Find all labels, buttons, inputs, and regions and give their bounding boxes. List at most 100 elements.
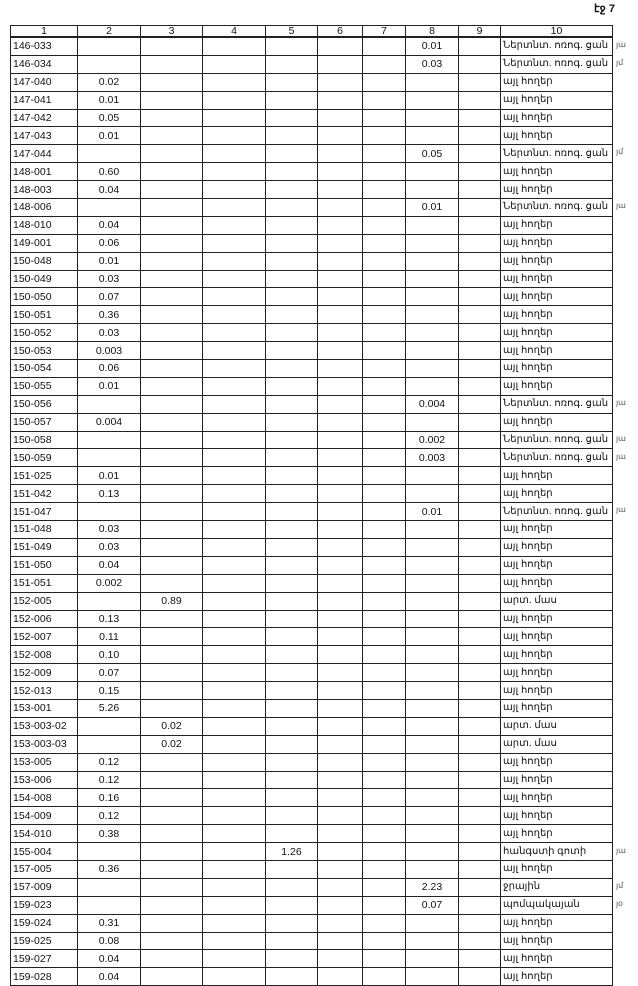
- area-cell-col6: [317, 251, 363, 271]
- area-cell-col4: [202, 824, 266, 844]
- land-type-cell: այլ հողեր: [500, 537, 613, 557]
- area-cell-col2: 0.004: [77, 412, 141, 432]
- area-cell-col5: [265, 806, 318, 826]
- area-cell-col8: [405, 842, 459, 861]
- area-cell-col4: [202, 895, 266, 915]
- area-cell-col2: [77, 430, 141, 450]
- area-cell-col2: 0.003: [77, 341, 141, 361]
- area-cell-col9: [458, 537, 501, 557]
- area-cell-col6: [317, 394, 363, 414]
- margin-note: յմ: [616, 881, 624, 891]
- land-type-cell: այլ հողեր: [500, 949, 613, 969]
- area-cell-col4: [202, 269, 266, 289]
- table-row: 147-041 0.01 այլ հողեր: [10, 90, 613, 110]
- land-type-cell: այլ հողեր: [500, 698, 613, 718]
- area-cell-col5: [265, 520, 318, 539]
- area-cell-col6: [317, 770, 363, 790]
- parcel-code-cell: 150-053: [10, 341, 78, 361]
- parcel-code-cell: 150-056: [10, 394, 78, 414]
- area-cell-col3: [140, 663, 203, 683]
- area-cell-col3: 0.89: [140, 591, 203, 611]
- land-type-cell: այլ հողեր: [500, 663, 613, 683]
- table-row: 159-027 0.04 այլ հողեր: [10, 949, 613, 969]
- area-cell-col2: 0.08: [77, 931, 141, 951]
- area-cell-col5: [265, 430, 318, 450]
- table-row: 153-006 0.12 այլ հողեր: [10, 770, 613, 790]
- table-row: 151-049 0.03 այլ հողեր: [10, 537, 613, 557]
- table-row: 153-005 0.12 այլ հողեր: [10, 752, 613, 772]
- area-cell-col2: [77, 198, 141, 217]
- land-type-cell: այլ հողեր: [500, 233, 613, 253]
- area-cell-col7: [362, 663, 406, 683]
- area-cell-col4: [202, 90, 266, 110]
- area-cell-col3: [140, 681, 203, 700]
- area-cell-col5: [265, 359, 318, 378]
- area-cell-col6: [317, 144, 363, 164]
- area-cell-col8: [405, 323, 459, 343]
- area-cell-col9: [458, 913, 501, 933]
- area-cell-col6: [317, 484, 363, 504]
- area-cell-col7: [362, 734, 406, 754]
- area-cell-col3: [140, 645, 203, 665]
- land-type-cell: արտ. մաս: [500, 591, 613, 611]
- area-cell-col4: [202, 698, 266, 718]
- area-cell-col5: [265, 108, 318, 128]
- area-cell-col3: [140, 770, 203, 790]
- area-cell-col3: [140, 895, 203, 915]
- area-cell-col9: [458, 627, 501, 647]
- area-cell-col3: [140, 198, 203, 217]
- land-type-cell: Ներտնտ. ոռոգ. ցան: [500, 394, 613, 414]
- area-cell-col7: [362, 681, 406, 700]
- land-type-cell: այլ հողեր: [500, 251, 613, 271]
- area-cell-col6: [317, 859, 363, 879]
- area-cell-col8: 0.004: [405, 394, 459, 414]
- area-cell-col8: [405, 752, 459, 772]
- area-cell-col7: [362, 609, 406, 629]
- area-cell-col2: [77, 716, 141, 736]
- land-type-cell: Ներտնտ. ոռոգ. ցան: [500, 448, 613, 468]
- area-cell-col7: [362, 323, 406, 343]
- area-cell-col6: [317, 681, 363, 700]
- area-cell-col7: [362, 108, 406, 128]
- land-type-cell: այլ հողեր: [500, 341, 613, 361]
- area-cell-col9: [458, 251, 501, 271]
- area-cell-col5: [265, 162, 318, 182]
- area-cell-col2: [77, 842, 141, 861]
- area-cell-col9: [458, 734, 501, 754]
- parcel-code-cell: 151-025: [10, 466, 78, 486]
- table-row: 146-034 0.03 Ներտնտ. ոռոգ. ցան: [10, 54, 613, 74]
- area-cell-col4: [202, 502, 266, 522]
- land-type-cell: այլ հողեր: [500, 824, 613, 844]
- area-cell-col3: [140, 233, 203, 253]
- parcel-code-cell: 151-047: [10, 502, 78, 522]
- area-cell-col8: [405, 931, 459, 951]
- area-cell-col5: [265, 90, 318, 110]
- area-cell-col9: [458, 895, 501, 915]
- land-type-cell: այլ հողեր: [500, 931, 613, 951]
- area-cell-col6: [317, 663, 363, 683]
- area-cell-col9: [458, 520, 501, 539]
- area-cell-col5: [265, 251, 318, 271]
- area-cell-col9: [458, 806, 501, 826]
- margin-note: յմ: [616, 147, 624, 157]
- area-cell-col5: [265, 716, 318, 736]
- area-cell-col4: [202, 913, 266, 933]
- area-cell-col7: [362, 394, 406, 414]
- area-cell-col3: [140, 144, 203, 164]
- column-header-7: 7: [362, 25, 406, 38]
- area-cell-col5: [265, 412, 318, 432]
- parcel-code-cell: 154-010: [10, 824, 78, 844]
- area-cell-col7: [362, 90, 406, 110]
- area-cell-col2: 0.31: [77, 913, 141, 933]
- area-cell-col8: [405, 806, 459, 826]
- area-cell-col7: [362, 376, 406, 396]
- area-cell-col9: [458, 949, 501, 969]
- area-cell-col9: [458, 359, 501, 378]
- area-cell-col6: [317, 698, 363, 718]
- area-cell-col4: [202, 681, 266, 700]
- parcel-code-cell: 151-051: [10, 573, 78, 593]
- land-type-cell: Ներտնտ. ոռոգ. ցան: [500, 198, 613, 217]
- area-cell-col5: [265, 36, 318, 56]
- area-cell-col3: [140, 859, 203, 879]
- area-cell-col2: 0.03: [77, 520, 141, 539]
